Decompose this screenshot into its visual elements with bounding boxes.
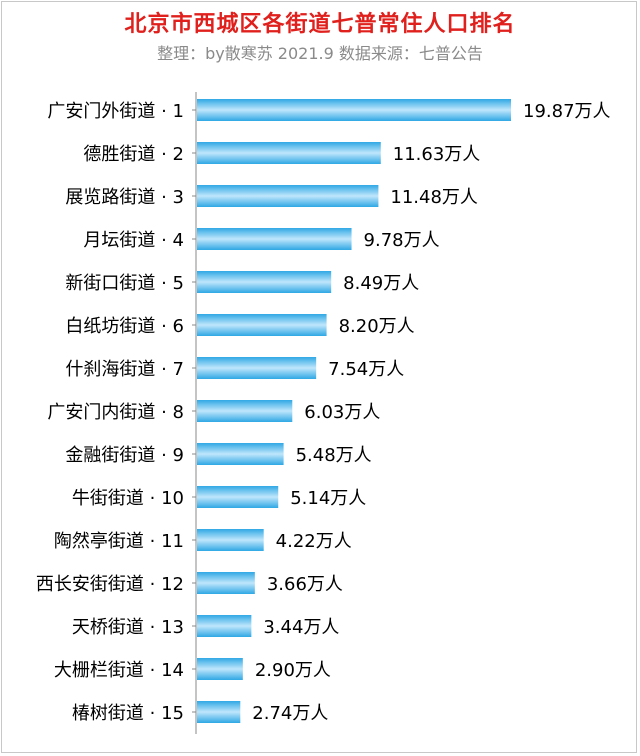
bar (197, 615, 252, 637)
category-label: 什刹海街道 · 7 (65, 359, 184, 380)
value-label: 2.90万人 (255, 660, 331, 681)
bar (197, 314, 327, 336)
category-label: 西长安街街道 · 12 (36, 574, 184, 595)
value-label: 3.66万人 (267, 574, 343, 595)
value-label: 6.03万人 (304, 402, 380, 423)
value-label: 11.48万人 (390, 187, 478, 208)
category-label: 月坛街道 · 4 (83, 230, 184, 251)
category-label: 牛街街道 · 10 (72, 488, 184, 509)
value-label: 7.54万人 (328, 359, 404, 380)
category-label: 椿树街道 · 15 (72, 703, 184, 724)
category-label: 广安门外街道 · 1 (47, 101, 184, 122)
bar (197, 142, 381, 164)
value-label: 2.74万人 (252, 703, 328, 724)
category-label: 天桥街道 · 13 (72, 617, 184, 638)
bar (197, 228, 352, 250)
value-label: 3.44万人 (263, 617, 339, 638)
category-label: 新街口街道 · 5 (65, 273, 184, 294)
category-label: 大栅栏街道 · 14 (54, 660, 184, 681)
value-label: 8.20万人 (339, 316, 415, 337)
chart-subtitle: 整理：by散寒苏 2021.9 数据来源：七普公告 (157, 44, 483, 63)
bar (197, 400, 293, 422)
value-label: 5.14万人 (290, 488, 366, 509)
value-label: 19.87万人 (523, 101, 611, 122)
value-label: 4.22万人 (276, 531, 352, 552)
bar (197, 271, 332, 293)
bar (197, 357, 317, 379)
bar (197, 185, 379, 207)
bar (197, 572, 255, 594)
category-label: 白纸坊街道 · 6 (65, 316, 184, 337)
category-label: 展览路街道 · 3 (65, 187, 184, 208)
bar (197, 486, 279, 508)
value-label: 11.63万人 (393, 144, 481, 165)
bar (197, 443, 284, 465)
category-label: 陶然亭街道 · 11 (54, 531, 184, 552)
value-label: 8.49万人 (343, 273, 419, 294)
category-label: 广安门内街道 · 8 (47, 402, 184, 423)
bar (197, 99, 511, 121)
chart-title: 北京市西城区各街道七普常住人口排名 (124, 12, 516, 37)
value-label: 5.48万人 (296, 445, 372, 466)
bar (197, 658, 243, 680)
bar (197, 701, 241, 723)
category-label: 德胜街道 · 2 (83, 144, 184, 165)
bar (197, 529, 264, 551)
value-label: 9.78万人 (364, 230, 440, 251)
category-label: 金融街街道 · 9 (65, 445, 184, 466)
